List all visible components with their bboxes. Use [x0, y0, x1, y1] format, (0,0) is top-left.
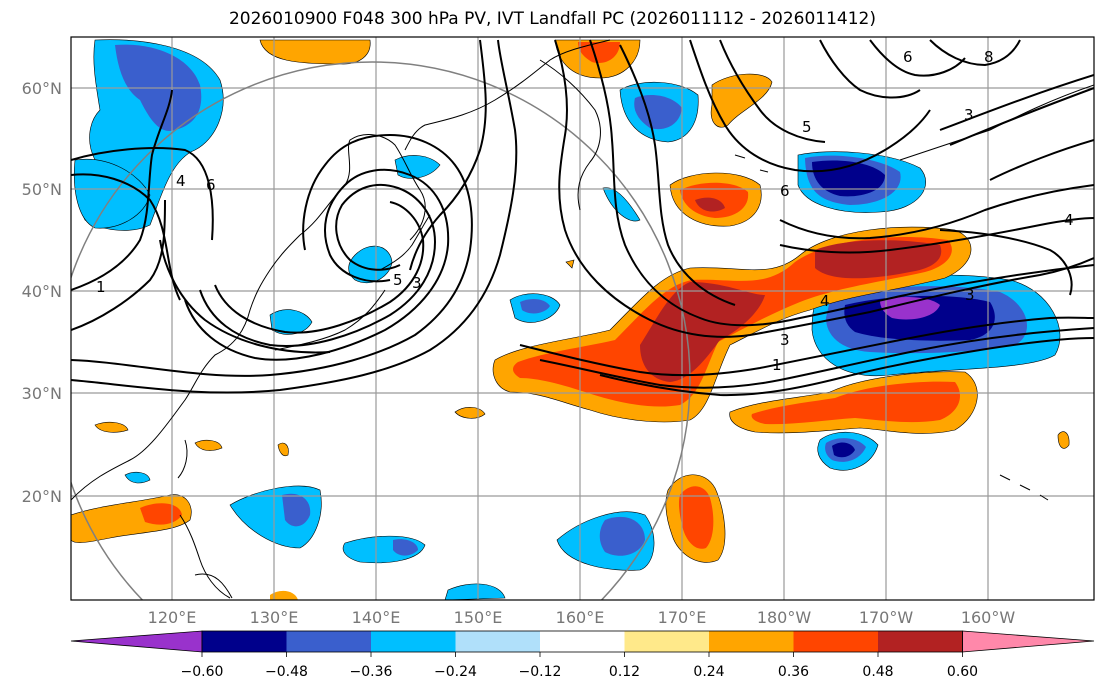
lon-label-130e: 130°E — [250, 608, 299, 627]
plot-frame — [70, 36, 1095, 601]
contour-label: 1 — [96, 278, 106, 296]
longitude-labels: 120°E 130°E 140°E 150°E 160°E 170°E 180°… — [148, 608, 1016, 627]
contour-label: 3 — [964, 106, 974, 124]
lon-label-140e: 140°E — [352, 608, 401, 627]
latitude-labels: 60°N 50°N 40°N 30°N 20°N — [22, 79, 62, 506]
colorbar-tick-label: 0.12 — [609, 664, 640, 680]
colorbar-tick-label: −0.60 — [181, 664, 224, 680]
colorbar-tick-label: 0.24 — [693, 664, 724, 680]
colorbar-segment — [371, 631, 456, 652]
colorbar: −0.60 −0.48 −0.36 −0.24 −0.12 0.12 0.24 … — [70, 630, 1095, 680]
negative-shading — [74, 39, 1061, 600]
colorbar-tick-label: 0.48 — [862, 664, 893, 680]
contour-label: 5 — [393, 271, 403, 289]
colorbar-tick-label: −0.24 — [434, 664, 477, 680]
map-title: 2026010900 F048 300 hPa PV, IVT Landfall… — [228, 9, 876, 29]
gridlines — [71, 37, 1094, 600]
contour-label: 4 — [820, 292, 830, 310]
contour-label: 4 — [1064, 211, 1074, 229]
lon-label-160e: 160°E — [556, 608, 605, 627]
lat-label-40n: 40°N — [22, 282, 62, 301]
lon-label-150e: 150°E — [454, 608, 503, 627]
lat-label-20n: 20°N — [22, 487, 62, 506]
colorbar-segment — [540, 631, 625, 652]
contour-label: 3 — [965, 286, 975, 304]
great-circle-outline — [71, 61, 691, 600]
lon-label-170e: 170°E — [658, 608, 707, 627]
lon-label-180w: 180°W — [757, 608, 812, 627]
colorbar-tick-label: 0.60 — [947, 664, 978, 680]
contour-label: 6 — [903, 48, 913, 66]
lon-label-170w: 170°W — [859, 608, 914, 627]
contour-label: 6 — [780, 182, 790, 200]
contour-label: 1 — [772, 356, 782, 374]
contour-label: 8 — [984, 48, 994, 66]
lon-label-160w: 160°W — [961, 608, 1016, 627]
colorbar-tick-label: −0.36 — [350, 664, 393, 680]
lat-label-30n: 30°N — [22, 384, 62, 403]
colorbar-segment — [793, 631, 878, 652]
colorbar-segment — [202, 631, 287, 652]
contour-label: 5 — [802, 118, 812, 136]
contour-label: 6 — [206, 176, 216, 194]
colorbar-tick-label: −0.12 — [519, 664, 562, 680]
pv-contours — [71, 39, 1094, 397]
lon-label-120e: 120°E — [148, 608, 197, 627]
coastlines — [71, 39, 1094, 599]
colorbar-segment-max-extend — [962, 630, 1095, 653]
plot-area: 1 3 5 6 4 3 4 8 6 5 3 1 3 4 6 — [71, 37, 1094, 600]
contour-label: 3 — [780, 331, 790, 349]
colorbar-tick-label: −0.48 — [265, 664, 308, 680]
colorbar-segment — [624, 631, 709, 652]
contour-label: 4 — [176, 172, 186, 190]
lat-label-60n: 60°N — [22, 79, 62, 98]
colorbar-segment-min-extend — [70, 630, 203, 653]
contour-label: 3 — [412, 274, 422, 292]
colorbar-segment — [455, 631, 540, 652]
colorbar-segment — [286, 631, 371, 652]
colorbar-tick-label: 0.36 — [778, 664, 809, 680]
lat-label-50n: 50°N — [22, 180, 62, 199]
colorbar-segment — [709, 631, 794, 652]
colorbar-segment — [878, 631, 963, 652]
contour-labels: 1 3 5 6 4 3 4 8 6 5 3 1 3 4 6 — [96, 48, 1074, 374]
